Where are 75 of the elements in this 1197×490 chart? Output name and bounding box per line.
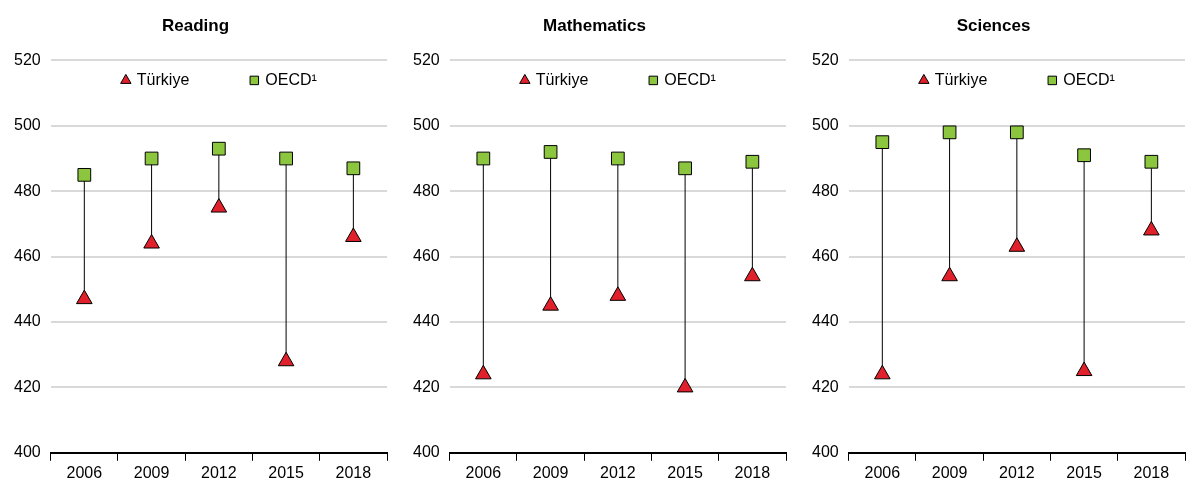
y-tick-label: 440 bbox=[412, 312, 440, 330]
point bbox=[875, 135, 890, 150]
x-tick-label: 2009 bbox=[931, 463, 968, 481]
point bbox=[211, 141, 226, 156]
legend-label: Türkiye bbox=[535, 70, 589, 88]
point bbox=[745, 154, 760, 169]
y-tick-label: 420 bbox=[13, 377, 41, 395]
point bbox=[476, 151, 491, 166]
point bbox=[678, 161, 692, 176]
x-tick-label: 2009 bbox=[532, 463, 569, 481]
point bbox=[475, 364, 492, 380]
point bbox=[1075, 361, 1093, 377]
chart-title: Mathematics bbox=[543, 15, 646, 35]
y-tick-label: 460 bbox=[811, 247, 839, 265]
y-tick-label: 420 bbox=[412, 377, 440, 395]
y-tick-label: 520 bbox=[13, 50, 41, 68]
point bbox=[210, 198, 228, 213]
y-tick-label: 500 bbox=[811, 116, 839, 134]
x-tick-label: 2009 bbox=[133, 463, 170, 481]
y-tick-label: 400 bbox=[13, 443, 41, 461]
x-tick-label: 2015 bbox=[1066, 463, 1103, 481]
point bbox=[1144, 154, 1159, 169]
x-tick-label: 2015 bbox=[667, 463, 704, 481]
point bbox=[346, 161, 361, 176]
point bbox=[143, 234, 160, 249]
legend-label: OECD¹ bbox=[1063, 70, 1115, 88]
x-tick-label: 2006 bbox=[66, 463, 103, 481]
point bbox=[676, 377, 694, 393]
x-tick-label: 2006 bbox=[465, 463, 502, 481]
x-tick-label: 2018 bbox=[734, 463, 771, 481]
point bbox=[744, 266, 761, 282]
x-tick-label: 2012 bbox=[201, 463, 237, 481]
y-tick-label: 400 bbox=[811, 443, 839, 461]
y-tick-label: 400 bbox=[412, 443, 440, 461]
point bbox=[144, 151, 159, 166]
point bbox=[941, 266, 958, 282]
x-tick-label: 2006 bbox=[864, 463, 901, 481]
y-tick-label: 480 bbox=[13, 181, 41, 199]
x-tick-label: 2018 bbox=[335, 463, 372, 481]
x-tick-label: 2015 bbox=[268, 463, 305, 481]
point bbox=[609, 286, 627, 301]
y-tick-label: 480 bbox=[412, 181, 440, 199]
chart-title: Sciences bbox=[956, 15, 1031, 35]
y-tick-label: 420 bbox=[811, 377, 839, 395]
x-tick-label: 2012 bbox=[600, 463, 636, 481]
legend-label: Türkiye bbox=[136, 70, 190, 88]
point bbox=[77, 167, 92, 182]
point bbox=[542, 296, 559, 311]
point bbox=[76, 289, 93, 305]
legend-label: OECD¹ bbox=[664, 70, 716, 88]
legend-label: Türkiye bbox=[934, 70, 988, 88]
y-tick-label: 440 bbox=[811, 312, 839, 330]
y-tick-label: 440 bbox=[13, 312, 41, 330]
point bbox=[1143, 220, 1160, 236]
x-tick-label: 2018 bbox=[1133, 463, 1170, 481]
x-tick-label: 2012 bbox=[999, 463, 1035, 481]
y-tick-label: 500 bbox=[13, 116, 41, 134]
y-tick-label: 520 bbox=[811, 50, 839, 68]
point bbox=[279, 151, 293, 166]
y-tick-label: 460 bbox=[412, 247, 440, 265]
chart-title: Reading bbox=[161, 15, 230, 35]
point bbox=[277, 351, 295, 367]
y-tick-label: 520 bbox=[412, 50, 440, 68]
point bbox=[345, 227, 362, 242]
y-tick-label: 500 bbox=[412, 116, 440, 134]
point bbox=[610, 151, 625, 166]
point bbox=[874, 364, 891, 380]
point bbox=[1009, 125, 1024, 140]
y-tick-label: 460 bbox=[13, 247, 41, 265]
point bbox=[543, 145, 558, 159]
legend-label: OECD¹ bbox=[265, 70, 317, 88]
point bbox=[1077, 148, 1091, 163]
point bbox=[942, 125, 957, 140]
point bbox=[1008, 237, 1026, 252]
y-tick-label: 480 bbox=[811, 181, 839, 199]
